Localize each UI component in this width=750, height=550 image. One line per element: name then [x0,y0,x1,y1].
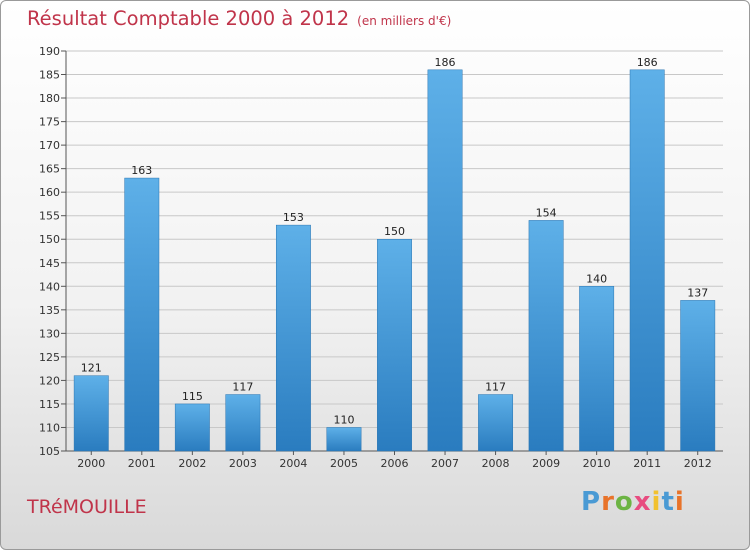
x-tick-label: 2001 [128,457,156,470]
axis-layer: 105 110 115 120 125 130 135 140 145 150 155 160 165 1… [39,45,723,470]
y-tick-label: 165 [39,163,60,176]
logo-letter: r [601,487,615,517]
bar [326,427,362,452]
x-tick-label: 2006 [381,457,409,470]
bar [427,69,463,452]
y-tick-label: 125 [39,351,60,364]
bar-chart: 105 110 115 120 125 130 135 140 145 150 155 160 165 1… [39,45,723,470]
x-tick-label: 2010 [583,457,611,470]
bar [124,177,160,452]
proxiti-logo: Proxiti [581,487,685,517]
y-tick-label: 175 [39,116,60,129]
bar [528,220,564,452]
y-tick-label: 180 [39,92,60,105]
y-tick-label: 170 [39,139,60,152]
bar-value-label: 153 [283,211,304,224]
x-tick-label: 2003 [229,457,257,470]
x-tick-label: 2002 [178,457,206,470]
bar [579,286,615,452]
y-tick-label: 120 [39,374,60,387]
y-tick-label: 155 [39,210,60,223]
chart-title-text: Résultat Comptable 2000 à 2012 [27,7,350,30]
bar-value-label: 186 [435,56,456,69]
y-tick-label: 135 [39,304,60,317]
bar-value-label: 186 [637,56,658,69]
y-tick-label: 110 [39,421,60,434]
bar-value-label: 121 [81,362,102,375]
y-tick-label: 130 [39,327,60,340]
y-tick-label: 185 [39,69,60,82]
logo-letter: P [581,487,602,517]
x-tick-label: 2012 [684,457,712,470]
x-tick-label: 2000 [77,457,105,470]
logo-letter: i [674,487,685,517]
y-tick-label: 190 [39,45,60,58]
bar-value-label: 150 [384,225,405,238]
bar [225,394,261,452]
logo-letter: t [661,487,675,517]
x-tick-label: 2008 [482,457,510,470]
x-tick-label: 2011 [633,457,661,470]
logo-letter: i [651,487,662,517]
x-tick-label: 2009 [532,457,560,470]
label-layer: 121 163 115 117 153 110 150 186 117 154 140 186 137 [81,56,708,427]
y-tick-label: 150 [39,233,60,246]
bar-value-label: 110 [333,413,354,426]
x-tick-label: 2007 [431,457,459,470]
bar [73,375,109,452]
bar-layer [73,69,716,452]
x-tick-label: 2004 [279,457,307,470]
bar [377,238,412,452]
bar [174,403,210,452]
bar-value-label: 163 [131,164,152,177]
y-tick-label: 160 [39,186,60,199]
bar-value-label: 140 [586,272,607,285]
bar [680,300,716,452]
commune-name: TRéMOUILLE [27,496,147,518]
bar [275,224,311,452]
logo-letter: o [614,487,634,517]
bar [478,394,514,452]
bar-value-label: 117 [232,381,253,394]
chart-subtitle: (en milliers d'€) [357,14,452,28]
y-tick-label: 105 [39,445,60,458]
bar [629,69,665,452]
y-tick-label: 115 [39,398,60,411]
x-tick-label: 2005 [330,457,358,470]
logo-letter: x [633,487,652,517]
bar-value-label: 137 [687,286,708,299]
bar-value-label: 115 [182,390,203,403]
bar-value-label: 154 [536,206,557,219]
y-tick-label: 145 [39,257,60,270]
chart-title: Résultat Comptable 2000 à 2012 (en millie… [27,7,451,30]
y-tick-label: 140 [39,280,60,293]
bar-value-label: 117 [485,381,506,394]
